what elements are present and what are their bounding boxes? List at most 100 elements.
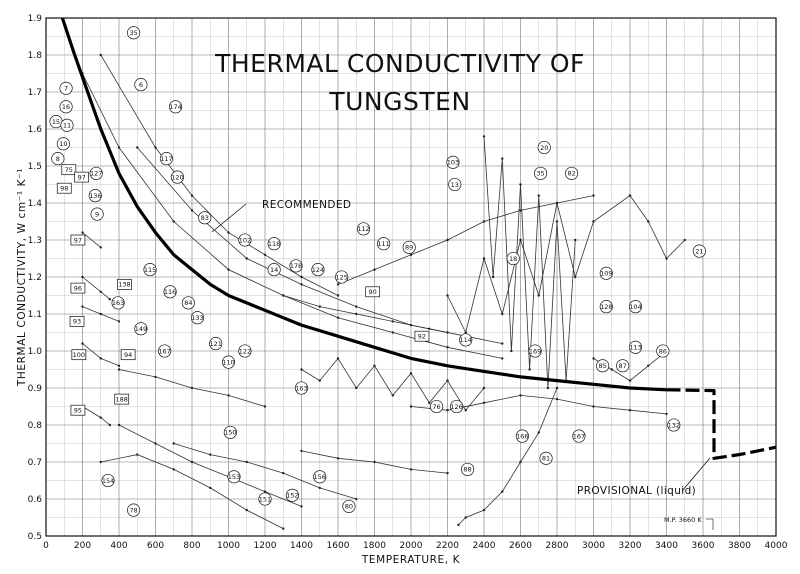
curve-label-number: 21 — [695, 247, 703, 255]
curve-label-circle — [238, 344, 252, 358]
curve-label-circle — [459, 333, 473, 347]
x-tick-label: 3800 — [728, 541, 751, 551]
x-tick-label: 3400 — [655, 541, 678, 551]
curve-label-circle — [127, 503, 141, 517]
curve-label-circle — [238, 233, 252, 247]
x-tick-label: 3000 — [582, 541, 605, 551]
experimental-point — [99, 460, 102, 464]
experimental-point — [136, 146, 139, 149]
experimental-point — [592, 405, 595, 408]
experimental-point — [464, 409, 467, 412]
curve-label-number: 152 — [286, 492, 298, 500]
experimental-point — [409, 253, 413, 256]
experimental-point — [482, 135, 486, 138]
experimental-point — [336, 283, 340, 286]
curve-label-circle — [294, 381, 309, 395]
experimental-point — [628, 194, 632, 197]
curve-label-circle — [446, 155, 460, 169]
x-tick-label: 1000 — [217, 541, 240, 551]
curve-label-circle — [89, 166, 103, 180]
curve-label-number: 132 — [668, 421, 680, 429]
experimental-point — [555, 386, 559, 390]
curve-label-number: 154 — [102, 477, 114, 485]
experimental-point — [336, 357, 340, 360]
curve-label-circle — [59, 81, 73, 95]
curve-label-circle — [313, 470, 327, 484]
experimental-line — [173, 443, 357, 500]
experimental-point — [117, 146, 121, 149]
curve-label-number: 151 — [259, 495, 271, 503]
y-tick-label: 1.9 — [28, 14, 43, 24]
curve-label-circle — [223, 425, 237, 439]
experimental-point — [263, 490, 267, 493]
experimental-point — [446, 294, 449, 297]
experimental-point — [555, 201, 559, 205]
experimental-point — [108, 423, 112, 427]
curve-label-number: 116 — [164, 288, 176, 296]
curve-label-circle — [56, 137, 70, 151]
curve-label-number: 75 — [65, 166, 73, 174]
y-tick-label: 1.4 — [28, 199, 43, 209]
curve-label-number: 83 — [201, 214, 209, 222]
experimental-point — [99, 290, 102, 293]
experimental-point — [555, 397, 559, 401]
curve-label-circle — [221, 355, 236, 369]
experimental-point — [373, 268, 376, 271]
experimental-point — [628, 379, 632, 382]
curve-label-number: 94 — [124, 351, 132, 359]
curve-label-number: 76 — [432, 403, 440, 411]
curve-label-number: 167 — [158, 347, 170, 355]
x-tick-label: 1800 — [363, 541, 386, 551]
chart-title-line-1: THERMAL CONDUCTIVITY OF — [214, 49, 585, 78]
curve-label-circle — [628, 300, 643, 314]
curve-label-circle — [258, 492, 272, 506]
curve-label-number: 122 — [239, 347, 251, 355]
y-tick-label: 0.7 — [28, 458, 42, 468]
experimental-point — [117, 320, 121, 323]
experimental-point — [446, 346, 449, 349]
curve-label-number: 111 — [377, 240, 389, 248]
experimental-point — [355, 312, 358, 316]
experimental-point — [245, 460, 248, 464]
experimental-point — [592, 357, 595, 360]
curve-label-number: 78 — [129, 506, 137, 514]
experimental-point — [446, 379, 449, 382]
experimental-point — [136, 453, 139, 456]
curve-label-circle — [515, 429, 529, 443]
curve-label-box — [74, 171, 89, 183]
experimental-point — [263, 253, 267, 256]
experimental-point — [501, 490, 504, 493]
experimental-point — [464, 331, 467, 334]
experimental-point — [81, 231, 84, 234]
experimental-data-lines — [81, 53, 686, 530]
experimental-point — [99, 416, 102, 419]
y-tick-label: 1.3 — [28, 236, 42, 246]
experimental-point — [647, 364, 650, 367]
curve-label-circle — [190, 311, 205, 325]
curve-label-number: 114 — [460, 336, 472, 344]
curve-label-number: 82 — [567, 170, 575, 178]
experimental-point — [373, 460, 376, 464]
curve-label-circle — [534, 166, 548, 180]
experimental-point — [154, 375, 157, 379]
curve-label-circle — [599, 300, 613, 314]
curve-label-circle — [169, 100, 183, 114]
experimental-point — [528, 368, 531, 371]
experimental-point — [300, 505, 303, 508]
y-tick-label: 1.5 — [28, 162, 42, 172]
curve-label-circle — [198, 211, 212, 225]
experimental-point — [172, 442, 175, 445]
experimental-point — [519, 209, 522, 212]
curve-label-circle — [377, 237, 391, 251]
curve-label-box — [70, 282, 86, 294]
curve-label-box — [365, 286, 381, 298]
experimental-point — [117, 423, 121, 427]
curve-label-number: 10 — [59, 140, 67, 148]
curve-label-number: 118 — [268, 240, 280, 248]
experimental-point — [446, 409, 449, 412]
x-tick-label: 400 — [110, 541, 127, 551]
curve-label-circle — [90, 207, 104, 221]
axis-ticks: 0 200 400 600 800 1000 1200 1400 1600 1800 2000 220… — [28, 14, 788, 551]
experimental-point — [336, 316, 340, 319]
x-tick-label: 2800 — [546, 541, 569, 551]
